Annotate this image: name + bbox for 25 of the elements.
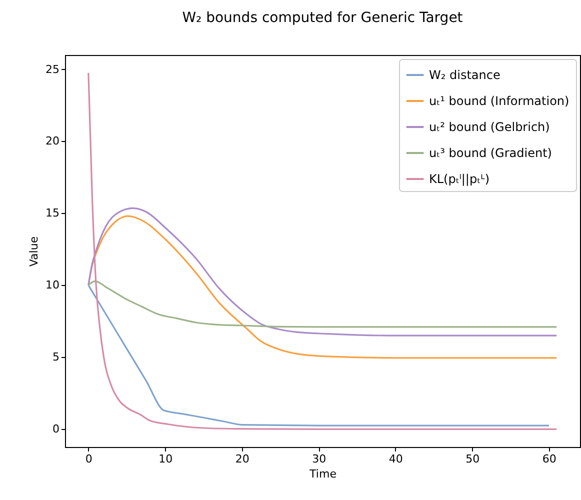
y-tick-label: 25 bbox=[46, 62, 60, 76]
x-tick-label: 0 bbox=[85, 452, 92, 466]
x-tick-label: 50 bbox=[466, 452, 480, 466]
x-tick-label: 20 bbox=[235, 452, 250, 466]
y-axis-title: Value bbox=[28, 236, 41, 267]
line-series bbox=[88, 284, 550, 426]
x-tick-label: 60 bbox=[542, 452, 556, 466]
x-tick-label: 40 bbox=[388, 452, 403, 466]
line-series bbox=[88, 215, 558, 359]
chart-title: W₂ bounds computed for Generic Target bbox=[182, 10, 464, 26]
y-tick-label: 0 bbox=[52, 422, 60, 436]
y-tick-label: 20 bbox=[46, 134, 60, 148]
x-axis-title: Time bbox=[308, 468, 337, 480]
legend-label: KL(pₜˡ||pₜᴸ) bbox=[429, 172, 490, 186]
legend-label: uₜ¹ bound (Information) bbox=[429, 94, 570, 108]
legend-label: uₜ² bound (Gelbrich) bbox=[429, 120, 550, 134]
legend-label: uₜ³ bound (Gradient) bbox=[429, 146, 552, 160]
y-tick-label: 5 bbox=[52, 350, 60, 364]
line-series bbox=[88, 280, 558, 328]
legend-label: W₂ distance bbox=[429, 68, 500, 82]
y-tick-label: 15 bbox=[46, 206, 60, 220]
line-series bbox=[88, 207, 558, 336]
x-tick-label: 10 bbox=[158, 452, 173, 466]
y-tick-label: 10 bbox=[46, 278, 60, 292]
x-tick-label: 30 bbox=[312, 452, 326, 466]
